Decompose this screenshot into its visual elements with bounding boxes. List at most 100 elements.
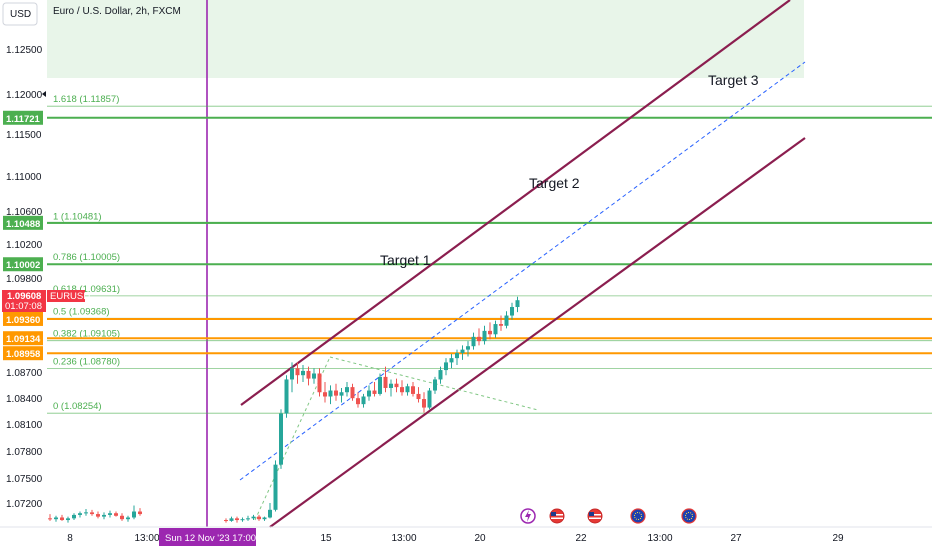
target-2-label[interactable]: Target 2 — [529, 175, 580, 191]
price-tag — [3, 110, 43, 125]
candle-body — [416, 393, 421, 400]
candle-body — [240, 519, 245, 521]
parallel-channel[interactable] — [239, 0, 806, 528]
price-tag-label: 1.08958 — [6, 349, 40, 360]
time-tick-label: 15 — [320, 533, 332, 544]
candle-body — [394, 383, 399, 388]
time-highlight-tag — [159, 528, 256, 546]
fib-level-label: 0.236 (1.08780) — [53, 356, 120, 367]
time-tick-label: 13:00 — [647, 533, 672, 544]
price-tag — [3, 311, 43, 326]
candle-body — [438, 370, 443, 380]
candle-body — [78, 513, 82, 515]
candle-body — [493, 324, 498, 335]
channel-median-line[interactable] — [239, 61, 806, 481]
candle-body — [138, 511, 142, 515]
current-price-value: 1.09608 — [7, 291, 41, 302]
economic-events[interactable] — [520, 508, 697, 524]
time-tick-label: 27 — [730, 533, 742, 544]
eu-flag-icon[interactable] — [681, 508, 697, 524]
candle-body — [262, 517, 267, 520]
candle-body — [114, 513, 118, 516]
candle-body — [306, 370, 311, 379]
candle-body — [295, 368, 300, 376]
candle-body — [132, 511, 136, 518]
channel-upper-line[interactable] — [240, 0, 791, 406]
candle-body — [471, 336, 476, 347]
candle-body — [312, 373, 316, 379]
price-tick-label: 1.11500 — [6, 130, 42, 141]
price-tag-label: 1.11721 — [6, 114, 41, 125]
candle-body — [444, 362, 448, 371]
candle-body — [389, 383, 393, 388]
price-tick-label: 1.08400 — [6, 394, 43, 405]
candle-body — [378, 376, 382, 394]
candle-body — [229, 518, 234, 521]
time-tick-label: 8 — [67, 533, 73, 544]
candle-body — [54, 517, 58, 520]
symbol-title: Euro / U.S. Dollar, 2h, FXCM — [53, 6, 181, 17]
candle-body — [460, 349, 465, 354]
candlestick-series[interactable] — [48, 296, 520, 523]
candle-body — [350, 387, 355, 399]
candle-body — [334, 390, 338, 396]
candle-body — [367, 390, 371, 397]
target-3-label[interactable]: Target 3 — [708, 72, 759, 88]
candle-body — [96, 514, 100, 517]
candle-body — [339, 392, 344, 396]
fib-level-label: 0.618 (1.09631) — [53, 284, 120, 295]
candle-body — [482, 330, 487, 342]
price-tick-label: 1.12000 — [6, 90, 43, 101]
price-tick-label: 1.10200 — [6, 240, 43, 251]
time-tick-label: 13:00 — [134, 533, 159, 544]
current-price-tag — [2, 290, 46, 312]
time-tick-label: 22 — [575, 533, 587, 544]
price-tag — [3, 331, 43, 346]
price-tick-label: 1.11000 — [6, 172, 42, 183]
price-tag-label: 1.10488 — [6, 219, 40, 230]
fib-level-label: 1 (1.10481) — [53, 211, 102, 222]
us-flag-icon[interactable] — [587, 508, 603, 524]
candle-body — [372, 390, 377, 394]
candle-body — [251, 516, 256, 519]
price-tick-label: 1.07500 — [6, 474, 43, 485]
channel-lower-line[interactable] — [269, 137, 806, 528]
candle-body — [515, 300, 520, 308]
us-flag-icon[interactable] — [549, 508, 565, 524]
candle-body — [422, 399, 426, 408]
candle-body — [60, 517, 64, 521]
fib-level-label: 1.618 (1.11857) — [53, 94, 119, 105]
candle-body — [466, 346, 470, 350]
candle-body — [328, 390, 333, 397]
lightning-icon[interactable] — [520, 508, 536, 524]
fib-level-label: 0.5 (1.09368) — [53, 306, 110, 317]
candle-body — [455, 353, 459, 359]
candle-body — [246, 518, 250, 520]
fib-level-label: 0 (1.08254) — [53, 401, 102, 412]
target-1-label[interactable]: Target 1 — [380, 252, 431, 268]
price-tick-label: 1.07800 — [6, 447, 43, 458]
candle-body — [317, 373, 322, 393]
candle-body — [72, 514, 76, 519]
candle-body — [427, 390, 432, 408]
candle-body — [284, 379, 289, 414]
candle-body — [290, 368, 294, 380]
fib-level-label: 0.786 (1.10005) — [53, 252, 120, 263]
candle-body — [84, 512, 88, 514]
candle-body — [301, 370, 305, 376]
candle-body — [66, 518, 70, 521]
candle-body — [361, 396, 366, 405]
price-tag-label: 1.09134 — [6, 334, 41, 345]
time-highlight-label: Sun 12 Nov '23 17:00 — [165, 533, 256, 544]
eu-flag-icon[interactable] — [630, 508, 646, 524]
candle-body — [477, 336, 481, 342]
time-tick-label: 29 — [832, 533, 844, 544]
price-tag — [3, 257, 43, 272]
candle-body — [257, 516, 261, 520]
price-tag-label: 1.10002 — [6, 260, 40, 271]
price-tick-label: 1.12500 — [6, 45, 43, 56]
candle-body — [48, 518, 52, 520]
currency-button[interactable] — [2, 2, 38, 26]
